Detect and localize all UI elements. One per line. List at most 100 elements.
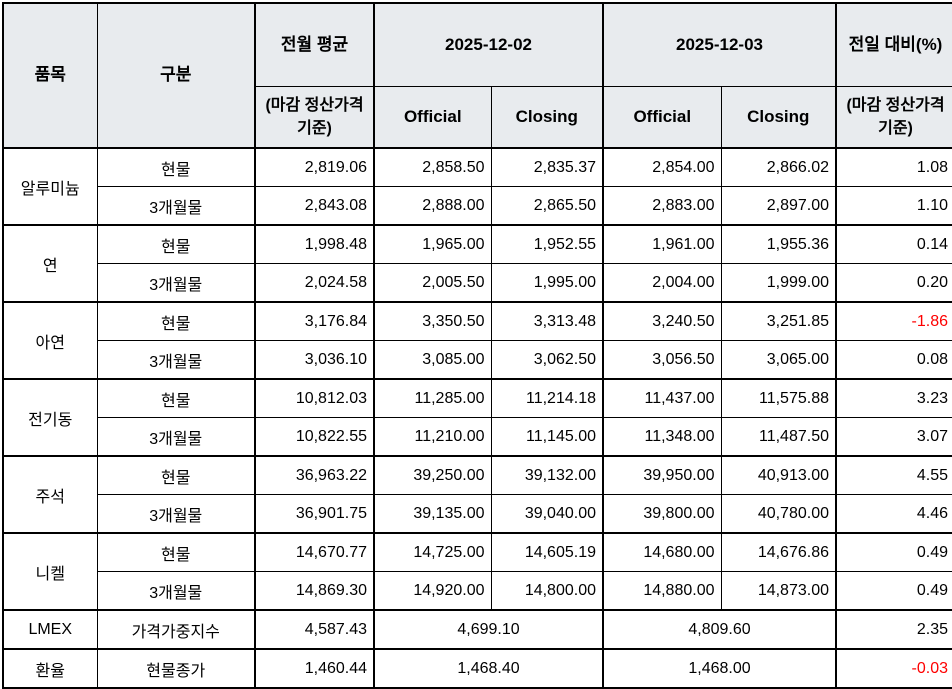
cell-d1-closing: 39,040.00 <box>490 494 604 534</box>
cell-category: 현물 <box>96 301 256 341</box>
cell-category: 현물 <box>96 147 256 187</box>
header-change: 전일 대비(%) <box>835 2 952 87</box>
cell-item: 아연 <box>2 301 98 380</box>
header-date1-closing: Closing <box>490 86 604 149</box>
cell-d1-closing: 2,835.37 <box>490 147 604 187</box>
cell-prev-avg: 4,587.43 <box>254 609 375 650</box>
header-date2-closing: Closing <box>720 86 837 149</box>
cell-change: 2.35 <box>835 609 952 650</box>
cell-change: 0.49 <box>835 571 952 611</box>
cell-d2-official: 1,961.00 <box>602 224 722 264</box>
cell-d1-official: 14,725.00 <box>373 532 492 572</box>
cell-d1-official: 1,965.00 <box>373 224 492 264</box>
cell-change: 1.08 <box>835 147 952 187</box>
header-date2-official: Official <box>602 86 722 149</box>
cell-d1-closing: 1,952.55 <box>490 224 604 264</box>
header-date1: 2025-12-02 <box>373 2 604 87</box>
header-item: 품목 <box>2 2 98 149</box>
cell-d1-merged: 4,699.10 <box>373 609 604 650</box>
cell-d1-closing: 3,062.50 <box>490 340 604 380</box>
cell-d1-official: 11,285.00 <box>373 378 492 418</box>
cell-prev-avg: 1,998.48 <box>254 224 375 264</box>
cell-d1-closing: 11,214.18 <box>490 378 604 418</box>
cell-item: 니켈 <box>2 532 98 611</box>
cell-d2-closing: 40,780.00 <box>720 494 837 534</box>
cell-d2-closing: 14,676.86 <box>720 532 837 572</box>
header-category: 구분 <box>96 2 256 149</box>
cell-prev-avg: 3,176.84 <box>254 301 375 341</box>
cell-d2-merged: 4,809.60 <box>602 609 837 650</box>
cell-category: 현물종가 <box>96 648 256 689</box>
cell-change: 0.20 <box>835 263 952 303</box>
cell-d1-closing: 39,132.00 <box>490 455 604 495</box>
cell-d1-official: 2,888.00 <box>373 186 492 226</box>
cell-d2-official: 14,680.00 <box>602 532 722 572</box>
cell-d2-closing: 14,873.00 <box>720 571 837 611</box>
cell-change: 1.10 <box>835 186 952 226</box>
cell-d1-closing: 2,865.50 <box>490 186 604 226</box>
table-row: 3개월물 3,036.10 3,085.00 3,062.50 3,056.50… <box>3 340 952 380</box>
cell-prev-avg: 14,670.77 <box>254 532 375 572</box>
cell-d1-official: 2,858.50 <box>373 147 492 187</box>
cell-item: 환율 <box>2 648 98 689</box>
header-date2: 2025-12-03 <box>602 2 837 87</box>
cell-d2-merged: 1,468.00 <box>602 648 837 689</box>
table-row: 환율 현물종가 1,460.44 1,468.40 1,468.00 -0.03 <box>2 648 952 689</box>
cell-change: -0.03 <box>835 648 952 689</box>
cell-change: 3.23 <box>835 378 952 418</box>
cell-category: 현물 <box>96 455 256 495</box>
header-change-note: (마감 정산가격 기준) <box>835 86 952 149</box>
cell-prev-avg: 1,460.44 <box>254 648 375 689</box>
cell-prev-avg: 2,819.06 <box>254 147 375 187</box>
table-row: 3개월물 2,843.08 2,888.00 2,865.50 2,883.00… <box>3 186 952 226</box>
table-row: LMEX 가격가중지수 4,587.43 4,699.10 4,809.60 2… <box>2 609 952 650</box>
header-row-2: (마감 정산가격 기준) Official Closing Official C… <box>3 86 952 149</box>
cell-category: 가격가중지수 <box>96 609 256 650</box>
cell-category: 3개월물 <box>96 494 256 534</box>
cell-d1-closing: 14,605.19 <box>490 532 604 572</box>
cell-d1-closing: 3,313.48 <box>490 301 604 341</box>
cell-change: 3.07 <box>835 417 952 457</box>
cell-d1-official: 39,135.00 <box>373 494 492 534</box>
cell-category: 현물 <box>96 378 256 418</box>
table-row: 전기동 현물 10,812.03 11,285.00 11,214.18 11,… <box>2 378 952 457</box>
cell-category: 3개월물 <box>96 186 256 226</box>
cell-d2-official: 3,056.50 <box>602 340 722 380</box>
cell-category: 3개월물 <box>96 571 256 611</box>
header-date1-official: Official <box>373 86 492 149</box>
cell-item: 주석 <box>2 455 98 534</box>
cell-item: 알루미늄 <box>2 147 98 226</box>
cell-d2-official: 2,004.00 <box>602 263 722 303</box>
table-row: 연 현물 1,998.48 1,965.00 1,952.55 1,961.00… <box>2 224 952 303</box>
cell-prev-avg: 3,036.10 <box>254 340 375 380</box>
table-row: 알루미늄 현물 2,819.06 2,858.50 2,835.37 2,854… <box>2 147 952 226</box>
cell-prev-avg: 10,812.03 <box>254 378 375 418</box>
cell-d2-closing: 2,866.02 <box>720 147 837 187</box>
table-row: 아연 현물 3,176.84 3,350.50 3,313.48 3,240.5… <box>2 301 952 380</box>
cell-change: 4.55 <box>835 455 952 495</box>
cell-d2-closing: 3,065.00 <box>720 340 837 380</box>
cell-category: 현물 <box>96 532 256 572</box>
table-row: 3개월물 14,869.30 14,920.00 14,800.00 14,88… <box>3 571 952 611</box>
cell-change: 0.14 <box>835 224 952 264</box>
cell-prev-avg: 14,869.30 <box>254 571 375 611</box>
cell-prev-avg: 36,963.22 <box>254 455 375 495</box>
cell-d1-official: 2,005.50 <box>373 263 492 303</box>
cell-d2-official: 3,240.50 <box>602 301 722 341</box>
cell-item: 연 <box>2 224 98 303</box>
cell-d1-official: 11,210.00 <box>373 417 492 457</box>
cell-prev-avg: 2,843.08 <box>254 186 375 226</box>
cell-d1-official: 3,085.00 <box>373 340 492 380</box>
cell-d2-official: 11,437.00 <box>602 378 722 418</box>
cell-category: 3개월물 <box>96 417 256 457</box>
cell-category: 현물 <box>96 224 256 264</box>
cell-item: 전기동 <box>2 378 98 457</box>
cell-d2-closing: 3,251.85 <box>720 301 837 341</box>
cell-prev-avg: 36,901.75 <box>254 494 375 534</box>
header-prev-avg: 전월 평균 <box>254 2 375 87</box>
cell-d2-official: 14,880.00 <box>602 571 722 611</box>
cell-d2-closing: 1,955.36 <box>720 224 837 264</box>
cell-d1-closing: 11,145.00 <box>490 417 604 457</box>
cell-change: 0.49 <box>835 532 952 572</box>
